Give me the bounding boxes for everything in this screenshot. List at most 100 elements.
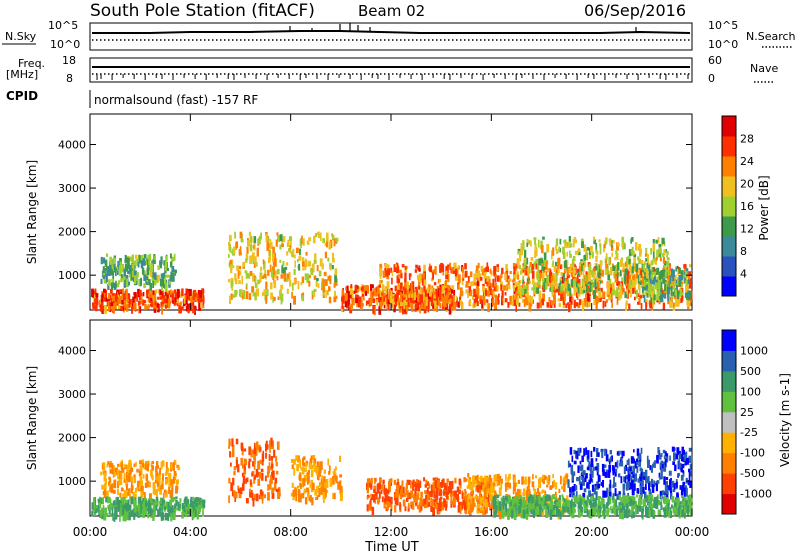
echo-cell [199, 290, 203, 298]
echo-cell [140, 260, 144, 269]
echo-cell [128, 488, 131, 492]
echo-cell [426, 293, 429, 297]
echo-cell [571, 511, 575, 519]
echo-cell [636, 289, 638, 299]
echo-cell [240, 442, 244, 450]
echo-cell [513, 266, 516, 275]
echo-cell [242, 261, 245, 267]
echo-cell [488, 279, 491, 287]
echo-cell [175, 486, 179, 490]
echo-cell [670, 493, 673, 500]
echo-cell [123, 268, 127, 277]
echo-cell [621, 503, 624, 511]
echo-cell [524, 289, 527, 294]
echo-cell [115, 295, 118, 300]
echo-cell [131, 467, 134, 473]
echo-cell [261, 472, 264, 481]
echo-cell [139, 289, 142, 296]
echo-cell [115, 506, 118, 516]
echo-cell [250, 449, 253, 458]
echo-cell [231, 287, 234, 291]
echo-cell [139, 511, 142, 518]
echo-cell [349, 287, 353, 295]
echo-cell [255, 447, 258, 456]
echo-cell [683, 454, 686, 461]
echo-cell [100, 295, 104, 303]
echo-cell [185, 294, 188, 300]
echo-cell [129, 493, 131, 501]
colorbar-tick-label: 20 [740, 178, 754, 191]
echo-cell [165, 462, 168, 469]
echo-cell [125, 299, 128, 305]
echo-cell [339, 494, 343, 502]
echo-cell [137, 288, 141, 298]
echo-cell [677, 277, 679, 283]
echo-cell [423, 280, 427, 286]
echo-cell [573, 278, 576, 287]
echo-cell [543, 259, 547, 267]
echo-cell [528, 265, 531, 274]
echo-cell [670, 292, 673, 302]
echo-cell [382, 284, 385, 291]
echo-cell [410, 501, 413, 507]
echo-cell [103, 472, 107, 482]
echo-cell [616, 252, 619, 261]
echo-cell [202, 305, 205, 309]
echo-cell [639, 476, 642, 482]
echo-cell [603, 243, 606, 249]
echo-cell [635, 263, 639, 273]
echo-cell [584, 505, 587, 512]
echo-cell [156, 500, 159, 507]
echo-cell [561, 485, 564, 490]
echo-cell [242, 485, 244, 490]
echo-cell [164, 291, 167, 296]
echo-cell [161, 298, 165, 302]
echo-cell [476, 293, 480, 299]
echo-cell [687, 285, 689, 294]
echo-cell [652, 289, 655, 298]
echo-cell [196, 513, 199, 520]
echo-cell [579, 465, 582, 470]
echo-cell [582, 302, 585, 310]
echo-cell [607, 507, 610, 513]
echo-cell [639, 294, 642, 299]
echo-cell [547, 494, 550, 498]
echo-cell [594, 263, 598, 271]
echo-cell [613, 506, 616, 512]
echo-cell [178, 503, 181, 509]
echo-cell [658, 273, 661, 282]
echo-cell [424, 490, 427, 494]
echo-cell [144, 511, 147, 516]
echo-cell [667, 499, 670, 506]
echo-cell [501, 290, 504, 299]
echo-cell [419, 480, 422, 488]
echo-cell [131, 263, 135, 271]
echo-cell [170, 463, 173, 470]
echo-cell [616, 493, 619, 500]
echo-cell [574, 497, 577, 504]
echo-cell [578, 299, 582, 306]
echo-cell [620, 476, 623, 484]
echo-cell [136, 272, 139, 278]
echo-cell [234, 491, 238, 499]
echo-cell [486, 477, 490, 482]
echo-cell [574, 504, 577, 508]
echo-cell [585, 252, 589, 261]
echo-cell [672, 269, 675, 278]
echo-cell [652, 285, 655, 291]
echo-cell [347, 290, 351, 299]
echo-cell [451, 500, 454, 505]
echo-cell [577, 251, 581, 256]
echo-cell [513, 482, 516, 491]
echo-cell [327, 275, 331, 281]
echo-cell [523, 259, 526, 268]
echo-cell [230, 293, 233, 300]
echo-cell [689, 463, 692, 470]
echo-cell [612, 240, 615, 244]
echo-cell [272, 253, 275, 262]
echo-cell [462, 499, 465, 506]
echo-cell [492, 300, 495, 306]
echo-cell [687, 274, 691, 280]
echo-cell [402, 486, 405, 494]
echo-cell [687, 480, 691, 486]
